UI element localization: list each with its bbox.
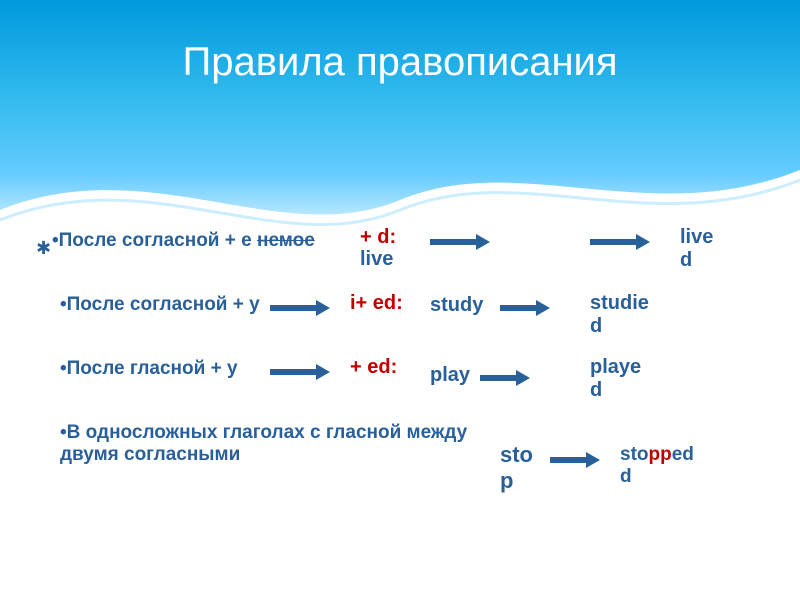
rule-text-2: •После согласной + y xyxy=(60,294,260,316)
suffix-3: + ed: xyxy=(350,356,397,378)
result-4: stoppedd xyxy=(620,444,694,488)
rule-text-3: •После гласной + y xyxy=(60,358,260,380)
header-banner: Правила правописания xyxy=(0,0,800,250)
result-2: studied xyxy=(590,292,649,338)
example-4: stop xyxy=(500,442,533,494)
arrow-icon xyxy=(500,300,550,316)
arrow-icon xyxy=(270,300,330,316)
rule-text-1: •После согласной + е немое xyxy=(52,230,315,252)
arrow-icon xyxy=(430,234,490,250)
example-2: study xyxy=(430,294,483,317)
rule-row-4: •В односложных глаголах с гласной между … xyxy=(30,422,770,502)
example-3: play xyxy=(430,364,470,387)
rule-row-2: •После согласной + y i+ ed: study studie… xyxy=(30,294,770,350)
arrow-icon xyxy=(590,234,650,250)
arrow-icon xyxy=(550,452,600,468)
arrow-icon xyxy=(480,370,530,386)
suffix-2: i+ ed: xyxy=(350,292,403,314)
result-1: lived xyxy=(680,226,713,272)
suffix-1: + d: live xyxy=(360,226,396,270)
result-3: played xyxy=(590,356,641,402)
arrow-icon xyxy=(270,364,330,380)
bullet-icon: ✱ xyxy=(36,238,51,259)
content-area: ✱ •После согласной + е немое + d: live l… xyxy=(0,230,800,510)
rule-text-4: •В односложных глаголах с гласной между … xyxy=(60,422,480,466)
slide-title: Правила правописания xyxy=(0,40,800,85)
rule-row-1: ✱ •После согласной + е немое + d: live l… xyxy=(30,230,770,286)
rule-row-3: •После гласной + y + ed: play played xyxy=(30,358,770,414)
